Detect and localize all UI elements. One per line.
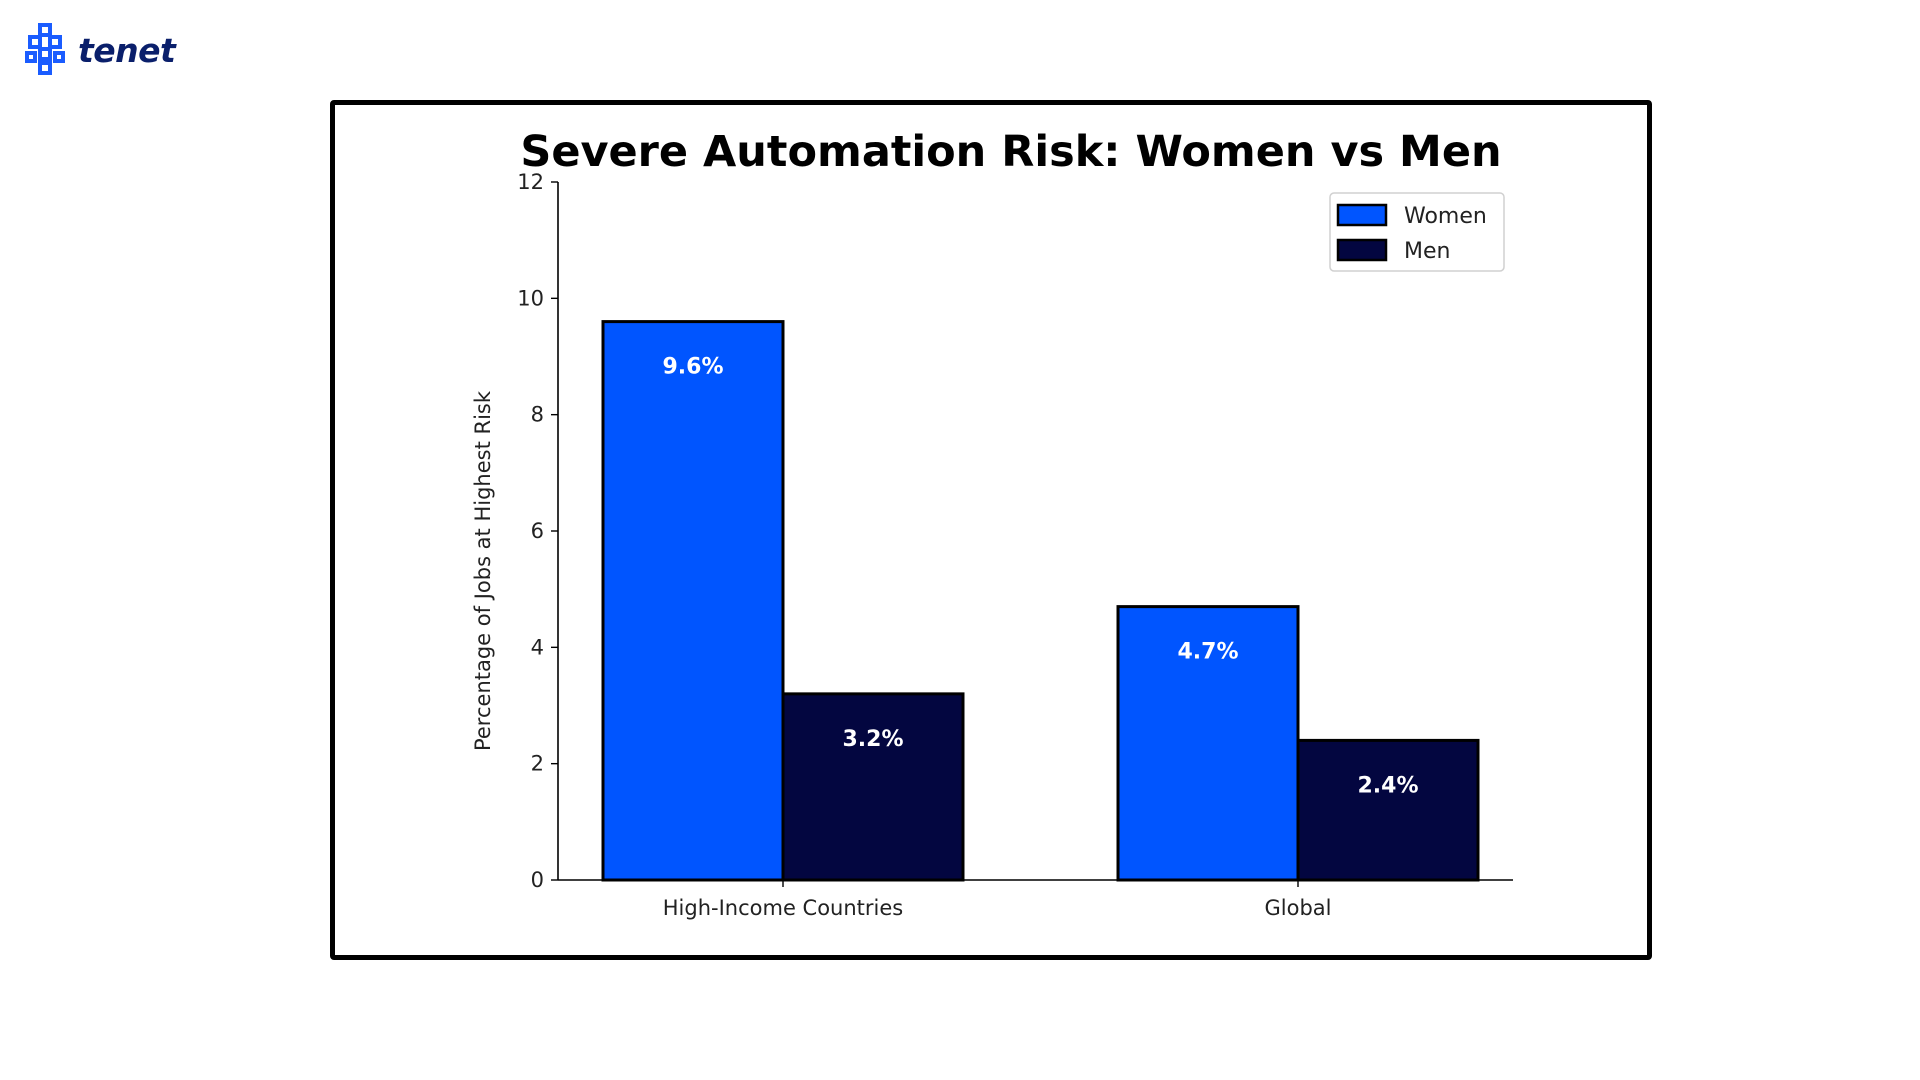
brand-name: tenet xyxy=(78,30,176,70)
tenet-logo-icon xyxy=(25,23,65,75)
y-tick-label: 12 xyxy=(517,170,544,194)
y-axis-title: Percentage of Jobs at Highest Risk xyxy=(471,390,495,751)
y-tick-label: 4 xyxy=(531,635,544,659)
legend-label-men: Men xyxy=(1404,239,1450,264)
bar-value-label: 9.6% xyxy=(662,355,723,380)
x-tick-label: Global xyxy=(1265,896,1332,920)
bar-men-1 xyxy=(1296,738,1480,882)
y-tick-label: 10 xyxy=(517,286,544,310)
bar-men-0 xyxy=(781,692,965,882)
chart-frame: Severe Automation Risk: Women vs Men 0 2 4… xyxy=(330,100,1652,960)
bar-value-label: 4.7% xyxy=(1177,640,1238,665)
y-tick-label: 2 xyxy=(531,752,544,776)
bar-chart: 0 2 4 6 8 10 12 Percentage of Jobs at Highest R… xyxy=(471,170,1513,920)
y-tick-label: 0 xyxy=(531,868,544,892)
x-tick-label: High-Income Countries xyxy=(663,896,904,920)
bar-women-1 xyxy=(1116,605,1300,882)
y-tick-label: 6 xyxy=(531,519,544,543)
bar-women-0 xyxy=(601,320,785,882)
y-tick-label: 8 xyxy=(531,403,544,427)
bar-value-label: 3.2% xyxy=(842,727,903,752)
chart-title: Severe Automation Risk: Women vs Men xyxy=(520,127,1502,177)
brand-logo: tenet xyxy=(24,20,176,80)
bar-value-label: 2.4% xyxy=(1357,773,1418,798)
legend-label-women: Women xyxy=(1404,204,1487,229)
legend-swatch-men xyxy=(1336,238,1388,262)
legend-swatch-women xyxy=(1336,203,1388,227)
